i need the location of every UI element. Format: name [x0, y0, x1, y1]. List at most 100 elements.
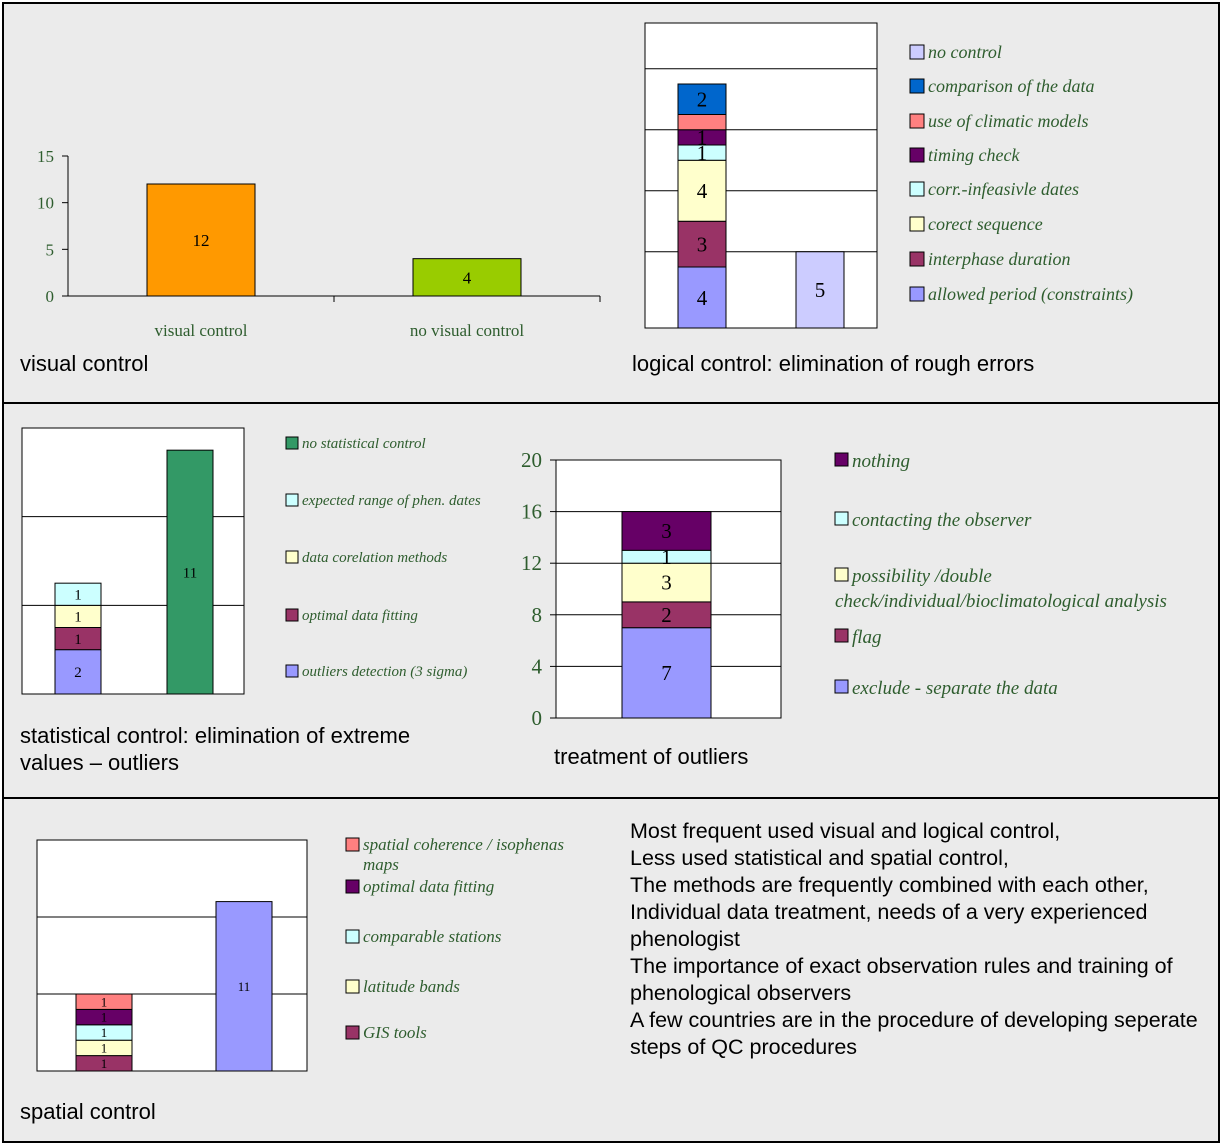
legend-label: optimal data fitting [302, 608, 418, 624]
bar-segment [677, 266, 727, 329]
legend-label: outliers detection (3 sigma) [302, 664, 467, 680]
legend-swatch [285, 550, 299, 564]
outliers-chart: 0 4 8 12 16 20 7 2 313 nothing contacting the obse… [521, 448, 1167, 730]
legend-label: no control [928, 42, 1002, 62]
y-tick-label: 16 [521, 500, 542, 524]
legend-label: timing check [928, 145, 1020, 165]
legend-swatch [834, 511, 849, 526]
bar-value-label: 1 [101, 1040, 108, 1055]
y-tick-label: 8 [532, 603, 543, 627]
legend-label: contacting the observer [852, 510, 1032, 531]
bar-value-label: 12 [193, 231, 210, 250]
summary-line: The importance of exact observation rule… [630, 954, 1173, 1005]
bar-value-label: 2 [697, 88, 708, 112]
y-tick-label: 0 [532, 706, 543, 730]
bar-value-label: 1 [74, 588, 82, 604]
bar-segment [677, 220, 727, 268]
bar-value-label: 5 [815, 278, 826, 302]
visual-control-chart: 0 5 10 15 12 visual control 4 no visual control [37, 147, 601, 340]
y-tick-label: 20 [521, 448, 542, 472]
bar-value-label: 4 [697, 286, 708, 310]
legend-label: nothing [852, 451, 910, 472]
bar-value-label: 1 [101, 1025, 108, 1040]
legend-swatch [909, 78, 925, 94]
outliers-caption: treatment of outliers [554, 744, 749, 769]
bar-value-label: 1 [697, 141, 708, 165]
bar-value-label: 3 [697, 232, 708, 256]
legend-label: spatial coherence / isophenas maps [363, 835, 564, 874]
bar-segment [621, 627, 712, 719]
bar-value-label: 1 [101, 994, 108, 1009]
legend-label: interphase duration [928, 249, 1071, 269]
y-tick-label: 0 [46, 287, 55, 306]
bar-value-label: 1 [697, 126, 708, 150]
bar-segment [621, 562, 712, 603]
legend-label: latitude bands [363, 977, 460, 996]
bar-value-label: 1 [101, 1056, 108, 1071]
legend-swatch [285, 436, 299, 450]
legend-swatch [834, 679, 849, 694]
statistical-control-caption: statistical control: elimination of extr… [20, 723, 411, 775]
x-tick-label: no visual control [410, 321, 525, 340]
bar-no-visual-control [412, 258, 522, 297]
legend-swatch [285, 664, 299, 678]
legend-label: exclude - separate the data [852, 678, 1058, 699]
legend-swatch [909, 216, 925, 232]
legend-swatch [285, 608, 299, 622]
legend-swatch [345, 879, 360, 894]
logical-control-chart: 4 3 4 11 2 5 no control comparison of the data u… [644, 22, 1133, 329]
bar-segment [677, 83, 727, 115]
legend-swatch [909, 113, 925, 129]
summary-line: Less used statistical and spatial contro… [630, 846, 1009, 870]
bar-value-label: 11 [238, 979, 251, 994]
bar-value-label: 1 [101, 1010, 108, 1025]
legend-label: flag [852, 627, 882, 648]
bar-value-label: 4 [697, 179, 708, 203]
legend-label: no statistical control [302, 436, 426, 452]
bar-value-label: 1 [74, 610, 82, 626]
bar-segment [166, 449, 214, 695]
bar-segment [54, 582, 102, 606]
legend-swatch [909, 147, 925, 163]
legend-label: expected range of phen. dates [302, 493, 481, 509]
visual-control-caption: visual control [20, 351, 149, 376]
legend-label: data corelation methods [302, 550, 447, 566]
legend-swatch [345, 1025, 360, 1040]
legend-swatch [834, 628, 849, 643]
legend-label: corr.-infeasivle dates [928, 179, 1079, 199]
legend-label: corect sequence [928, 214, 1043, 234]
legend-swatch [834, 452, 849, 467]
legend-swatch [345, 837, 360, 852]
bar-value-label: 3 [661, 519, 672, 543]
bar-segment [54, 649, 102, 695]
legend-label: possibility /double check/individual/bioc… [835, 566, 1167, 612]
summary-line: The methods are frequently combined with… [630, 873, 1149, 897]
legend-swatch [345, 929, 360, 944]
spatial-control-caption: spatial control [20, 1099, 156, 1124]
x-tick-label: visual control [154, 321, 247, 340]
legend-label: comparison of the data [928, 76, 1095, 96]
section-divider [4, 402, 1218, 404]
legend-swatch [909, 44, 925, 60]
legend-swatch [909, 286, 925, 302]
summary-line: Most frequent used visual and logical co… [630, 819, 1061, 843]
bar-value-label: 11 [183, 565, 197, 581]
bar-segment [621, 601, 712, 629]
bar-segment [75, 993, 133, 1010]
y-tick-label: 10 [37, 194, 54, 213]
summary-line: A few countries are in the procedure of … [630, 1008, 1198, 1059]
y-tick-label: 15 [37, 147, 54, 166]
bar-value-label: 7 [661, 661, 672, 685]
summary-list: Most frequent used visual and logical co… [630, 818, 1210, 1061]
bar-value-label: 2 [74, 665, 82, 681]
logical-control-caption: logical control: elimination of rough er… [632, 351, 1035, 376]
legend-swatch [285, 493, 299, 507]
bar-segment [677, 159, 727, 222]
legend-swatch [345, 979, 360, 994]
bar-segment [677, 114, 727, 131]
bar-value-label: 3 [661, 571, 672, 595]
bar-segment [621, 511, 712, 551]
legend-label: use of climatic models [928, 111, 1088, 131]
